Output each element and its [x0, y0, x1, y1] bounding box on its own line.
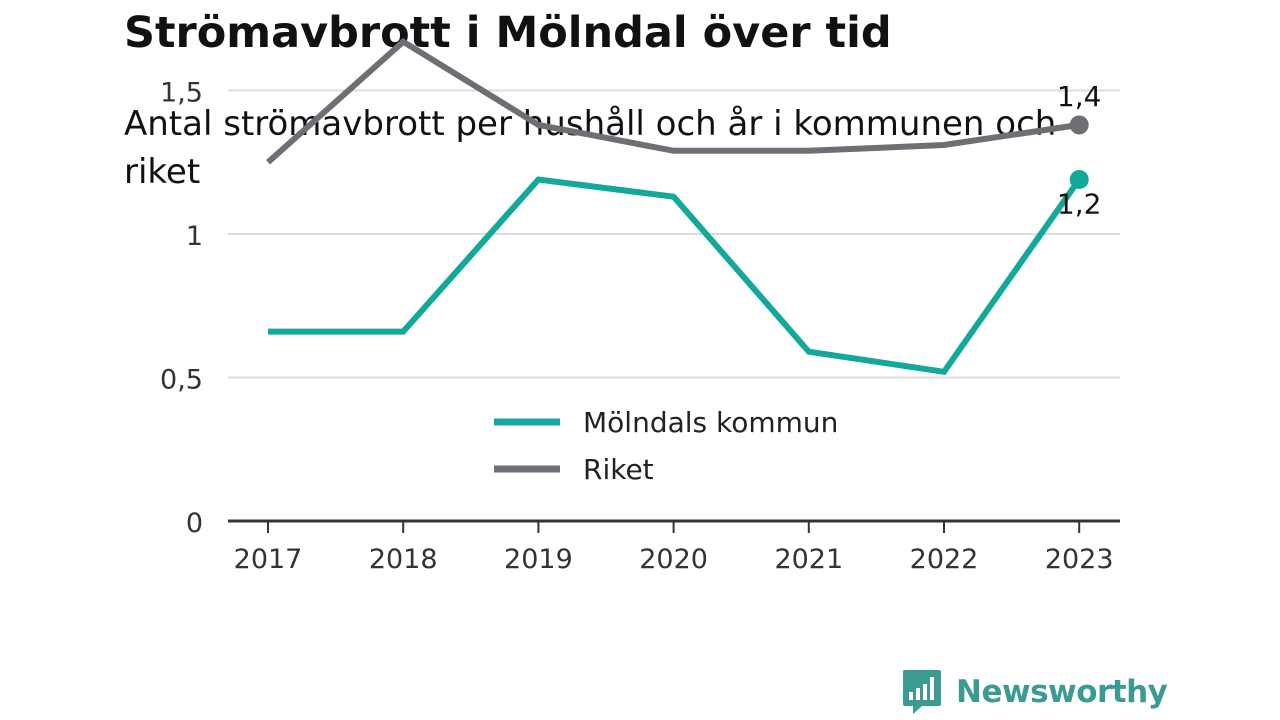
legend-label: Riket	[583, 453, 654, 486]
series-lines	[266, 37, 1082, 376]
gridlines	[228, 89, 1120, 379]
x-tick-label: 2021	[774, 544, 843, 575]
newsworthy-logo-icon	[903, 670, 941, 714]
x-axis: 2017 2018 2019 2020 2021 2022 2023	[228, 519, 1120, 575]
y-axis-ticks: 0 0,5 1 1,5	[160, 78, 203, 540]
x-tick-label: 2017	[234, 544, 303, 575]
x-tick-label: 2019	[504, 544, 573, 575]
chart-title: Strömavbrott i Mölndal över tid	[124, 8, 892, 58]
end-point-label: 1,2	[1057, 187, 1102, 220]
end-point-marker	[1069, 169, 1089, 189]
series-line-molndal	[268, 176, 1082, 376]
x-tick-label: 2020	[639, 544, 708, 575]
brand-logo: Newsworthy	[902, 668, 1168, 716]
end-point-label: 1,4	[1057, 80, 1102, 113]
x-tick-label: 2022	[910, 544, 979, 575]
end-labels: 1,2 1,4	[1057, 80, 1102, 221]
legend-label: Mölndals kommun	[583, 406, 838, 439]
end-point-marker	[1069, 115, 1089, 135]
y-tick-label: 0	[186, 508, 203, 539]
brand-name: Newsworthy	[956, 674, 1168, 710]
y-tick-label: 1,5	[160, 78, 203, 109]
x-tick-label: 2023	[1045, 544, 1114, 575]
series-line-riket	[266, 37, 1080, 165]
y-tick-label: 0,5	[160, 365, 203, 396]
y-tick-label: 1	[186, 221, 203, 252]
x-tick-label: 2018	[369, 544, 438, 575]
legend: Mölndals kommun Riket	[484, 398, 866, 486]
